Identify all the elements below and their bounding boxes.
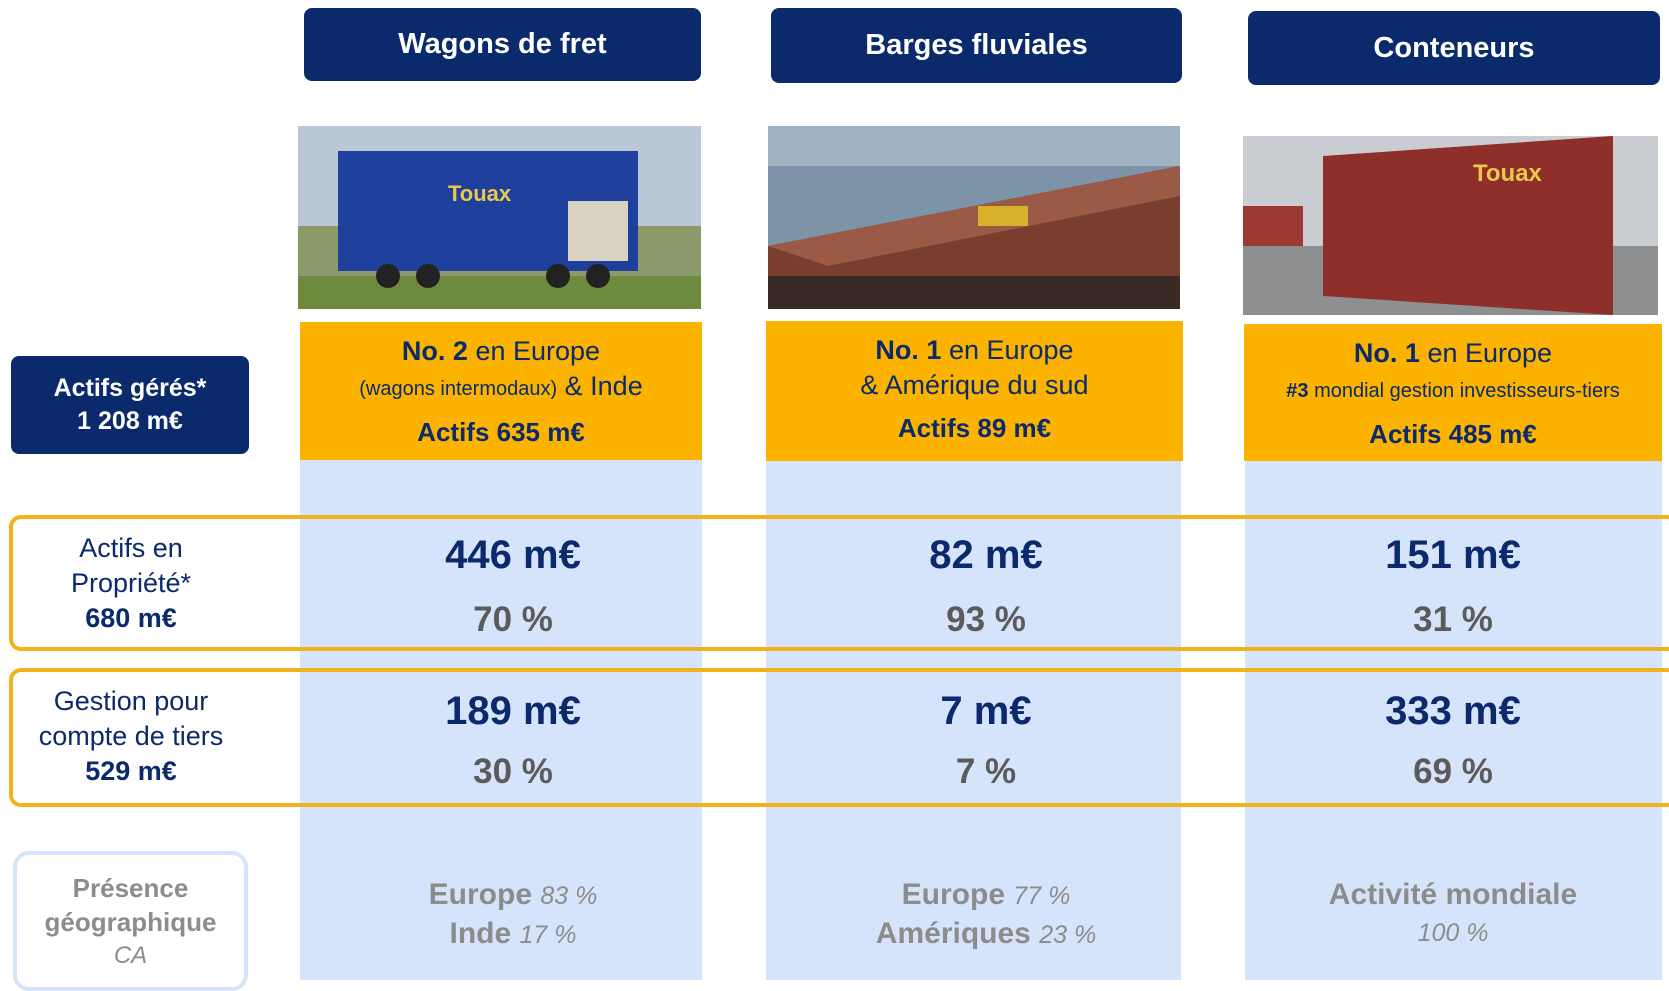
label: Présence [72,873,189,903]
rank-small: mondial gestion investisseurs-tiers [1314,380,1620,402]
geo-region: Europe [428,878,533,911]
managed-value: 333 m€ [1385,689,1521,733]
rank-small: (wagons intermodaux) [359,378,558,400]
assets: Actifs 89 m€ [897,413,1052,443]
row-outline [9,668,1669,807]
photo-container: Touax [1243,136,1658,315]
geo-share: 100 % [1417,919,1489,947]
column-header: Barges fluviales [771,8,1182,83]
geo-region: Amériques [875,917,1031,950]
managed-total-box: Actifs gérés* 1 208 m€ [11,356,249,454]
rank-line2: & Amérique du sud [860,370,1089,400]
managed-share: 7 % [955,752,1017,791]
photo-wagon: Touax [298,126,701,309]
label: géographique [44,907,217,937]
column-bg [766,460,1181,980]
geo-share: 23 % [1039,921,1097,949]
label: Actifs gérés* [53,374,207,402]
assets: Actifs 635 m€ [417,417,585,447]
label-value: 529 m€ [85,756,177,786]
geo-region: Activité mondiale [1328,878,1578,911]
photo-barge [768,126,1180,309]
owned-value: 446 m€ [445,533,581,577]
column-header: Wagons de fret [304,8,701,81]
geo-line: Europe 77 % [776,876,1196,915]
managed-share: 30 % [473,752,553,791]
owned-value: 151 m€ [1385,533,1521,577]
rank-bold: No. 1 [875,335,942,365]
rank-box: No. 1 en Europe #3 mondial gestion inves… [1244,324,1662,461]
geo-share: 83 % [540,882,598,910]
rank-text: en Europe [948,335,1074,365]
owned-share: 70 % [473,600,553,639]
geo-line: Activité mondiale [1243,876,1663,914]
managed-share: 69 % [1413,752,1493,791]
label: Gestion pour [53,686,209,716]
owned-share: 31 % [1413,600,1493,639]
svg-text:Touax: Touax [448,181,512,206]
row-label: Actifs en Propriété* 680 m€ [11,531,251,636]
row-outline [9,515,1669,651]
rank-box: No. 1 en Europe & Amérique du sud Actifs… [766,321,1183,461]
rank-box: No. 2 en Europe (wagons intermodaux) & I… [300,322,702,460]
column-header: Conteneurs [1248,11,1660,85]
geo-block: Europe 77 % Amériques 23 % [776,876,1196,954]
label-value: 680 m€ [85,603,177,633]
label: Propriété* [70,568,192,598]
managed-value: 189 m€ [445,689,581,733]
rank-small-bold: #3 [1286,380,1309,402]
label-note: CA [113,942,148,969]
geo-block: Activité mondiale 100 % [1243,876,1663,952]
geo-region: Inde [449,917,512,950]
svg-text:Touax: Touax [1473,160,1543,187]
rank-text: en Europe [475,336,601,366]
label-value: 1 208 m€ [77,407,183,435]
owned-value: 82 m€ [929,533,1043,577]
column-bg [300,460,702,980]
label: compte de tiers [38,721,224,751]
geo-line: Amériques 23 % [776,915,1196,954]
geo-region: Europe [901,878,1006,911]
column-bg [1245,460,1662,980]
geo-share: 77 % [1013,882,1071,910]
rank-bold: No. 1 [1353,338,1420,368]
geo-line: Europe 83 % [303,876,723,915]
rank-text: en Europe [1427,338,1553,368]
geo-block: Europe 83 % Inde 17 % [303,876,723,954]
rank-bold: No. 2 [401,336,468,366]
geo-line: Inde 17 % [303,915,723,954]
label: Actifs en [79,533,183,563]
managed-value: 7 m€ [940,689,1032,733]
owned-share: 93 % [946,600,1026,639]
rank-line2: & Inde [564,371,643,401]
geo-share: 17 % [519,921,577,949]
assets: Actifs 485 m€ [1369,419,1537,449]
row-label: Gestion pour compte de tiers 529 m€ [11,684,251,789]
geo-label-box: Présence géographique CA [13,851,248,991]
